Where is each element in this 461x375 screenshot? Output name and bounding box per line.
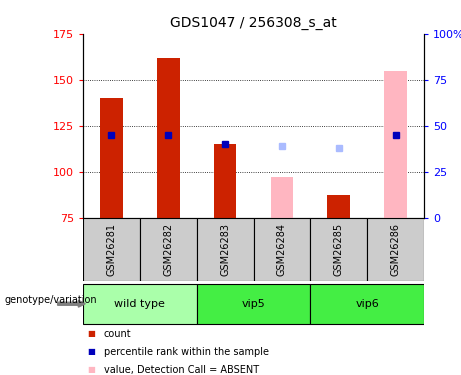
Text: ■: ■ bbox=[88, 365, 95, 374]
Text: GSM26282: GSM26282 bbox=[163, 223, 173, 276]
Text: GSM26286: GSM26286 bbox=[390, 223, 401, 276]
Bar bbox=[140, 217, 197, 281]
Text: GSM26285: GSM26285 bbox=[334, 223, 344, 276]
Text: genotype/variation: genotype/variation bbox=[5, 295, 97, 305]
Bar bbox=[327, 195, 350, 217]
Bar bbox=[157, 58, 180, 217]
Text: count: count bbox=[104, 329, 131, 339]
Text: wild type: wild type bbox=[114, 299, 165, 309]
Bar bbox=[197, 284, 310, 324]
Bar bbox=[83, 284, 197, 324]
Text: vip6: vip6 bbox=[355, 299, 379, 309]
Text: ■: ■ bbox=[88, 347, 95, 356]
Bar bbox=[214, 144, 236, 218]
Bar bbox=[83, 217, 140, 281]
Text: GSM26284: GSM26284 bbox=[277, 223, 287, 276]
Bar bbox=[384, 70, 407, 217]
Bar bbox=[367, 217, 424, 281]
Bar bbox=[100, 98, 123, 218]
Text: value, Detection Call = ABSENT: value, Detection Call = ABSENT bbox=[104, 365, 259, 375]
Bar bbox=[271, 177, 293, 218]
Bar bbox=[310, 217, 367, 281]
Text: GSM26283: GSM26283 bbox=[220, 223, 230, 276]
Text: percentile rank within the sample: percentile rank within the sample bbox=[104, 347, 269, 357]
Bar bbox=[254, 217, 310, 281]
Text: GSM26281: GSM26281 bbox=[106, 223, 117, 276]
Title: GDS1047 / 256308_s_at: GDS1047 / 256308_s_at bbox=[170, 16, 337, 30]
Text: ■: ■ bbox=[88, 329, 95, 338]
Bar bbox=[310, 284, 424, 324]
Bar bbox=[197, 217, 254, 281]
Text: vip5: vip5 bbox=[242, 299, 266, 309]
